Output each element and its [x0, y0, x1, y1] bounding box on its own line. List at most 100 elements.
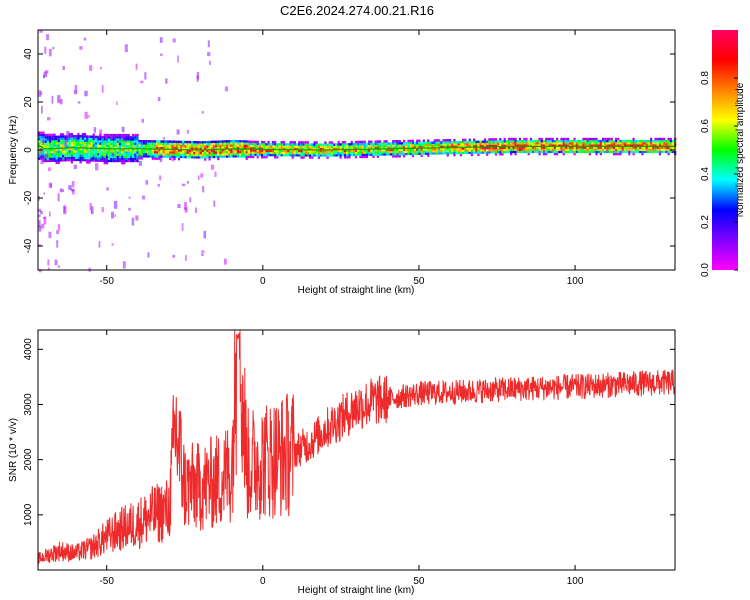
spectrogram-cell: [68, 150, 71, 153]
spectrogram-cell: [639, 146, 642, 149]
spectrogram-cell: [53, 144, 56, 147]
spectrogram-cell: [381, 144, 384, 147]
spectrogram-cell: [453, 154, 456, 157]
spectrogram-cell: [210, 140, 213, 144]
spectrogram-cell: [75, 134, 78, 138]
spectrogram-cell: [298, 149, 301, 153]
spectrogram-cell: [363, 155, 366, 159]
spectrogram-cell: [354, 142, 358, 146]
spectrogram-cell: [304, 152, 307, 155]
spectrogram-cell: [103, 146, 106, 150]
spectrogram-cell: [650, 142, 653, 145]
spectrogram-cell: [335, 147, 338, 150]
spectrogram-cell: [656, 144, 659, 147]
spectrogram-cell: [204, 158, 207, 161]
spectrogram-cell: [239, 142, 242, 145]
spectrogram-cell: [414, 144, 417, 147]
spectrogram-cell: [212, 149, 216, 152]
spectrogram-cell: [70, 156, 73, 160]
spectrogram-cell: [199, 151, 202, 155]
spectrogram-cell: [99, 133, 102, 136]
spectrogram-cell: [650, 148, 653, 151]
spectrogram-cell: [488, 140, 491, 143]
spectrogram-cell: [435, 147, 438, 151]
spectrogram-cell: [379, 151, 382, 154]
spectrogram-cell: [582, 137, 585, 141]
spectrogram-cell: [619, 148, 622, 151]
spectrogram-cell: [252, 145, 255, 148]
spectrogram-cell: [350, 151, 353, 155]
spectrogram-cell: [79, 141, 82, 144]
spectrogram-cell: [492, 146, 495, 150]
spectrogram-cell: [621, 144, 624, 147]
spectrogram-cell: [103, 161, 106, 165]
spectrogram-cell: [88, 161, 91, 164]
spectrogram-cell: [164, 151, 167, 154]
spectrogram-cell: [197, 147, 200, 150]
spectrogram-cell: [632, 146, 635, 149]
spectrogram-cell: [542, 148, 546, 151]
spectrogram-cell: [322, 145, 325, 149]
spectrogram-cell: [167, 146, 170, 150]
spectrogram-cell: [584, 137, 587, 141]
spectrogram-cell: [532, 150, 535, 154]
spectrogram-cell: [612, 152, 616, 156]
spectrogram-cell: [420, 154, 423, 157]
spectrogram-cell: [221, 153, 224, 156]
spectrogram-cell: [330, 143, 334, 146]
snr-x-tick-label: 50: [413, 576, 425, 587]
spectrogram-cell: [51, 159, 54, 162]
spectrogram-cell: [132, 144, 135, 148]
spectrogram-cell: [189, 197, 192, 203]
spectrogram-cell: [112, 144, 115, 148]
spectrogram-cell: [127, 155, 130, 158]
spectrogram-cell: [473, 149, 476, 152]
spectrogram-cell: [446, 145, 449, 148]
spectrogram-cell: [326, 152, 329, 155]
spectrogram-cell: [243, 144, 246, 147]
spectrogram-cell: [573, 137, 576, 141]
spectrogram-cell: [567, 137, 570, 141]
spectrogram-cell: [507, 148, 511, 151]
spectrogram-cell: [363, 144, 366, 148]
spectrogram-cell: [46, 138, 49, 141]
spectrogram-cell: [184, 149, 187, 152]
spectrogram-cell: [593, 142, 596, 145]
spectrogram-cell: [138, 146, 141, 149]
spectrogram-cell: [660, 146, 664, 149]
spectrogram-cell: [529, 150, 532, 154]
spectrogram-cell: [181, 223, 184, 231]
spectrogram-cell: [125, 144, 128, 148]
spectrogram-cell: [595, 144, 598, 147]
spectrogram-cell: [304, 147, 307, 151]
spectrogram-cell: [601, 139, 605, 143]
spectrogram-cell: [365, 151, 369, 154]
spectrogram-cell: [127, 151, 130, 154]
spectrogram-cell: [151, 155, 154, 158]
spectrogram-cell: [453, 149, 456, 153]
spectrogram-cell: [182, 147, 185, 150]
spectrogram-cell: [210, 149, 213, 152]
spectrogram-cell: [414, 150, 417, 153]
spectrogram-cell: [53, 142, 56, 145]
spectrogram-cell: [591, 144, 594, 147]
spectrogram-cell: [219, 149, 222, 152]
spectrogram-cell: [276, 151, 279, 155]
spectrogram-cell: [536, 139, 539, 143]
spectrogram-cell: [123, 149, 126, 152]
spectrogram-cell: [488, 138, 491, 141]
spectrogram-cell: [278, 147, 281, 150]
spectrogram-y-tick-label: 40: [23, 48, 34, 60]
spectrogram-cell: [278, 143, 281, 146]
spectrogram-cell: [103, 148, 106, 152]
spectrogram-cell: [280, 154, 283, 157]
spectrogram-cell: [121, 133, 124, 137]
spectrogram-cell: [534, 150, 537, 154]
spectrogram-cell: [359, 153, 362, 157]
spectrogram-cell: [503, 148, 506, 152]
spectrogram-cell: [352, 143, 355, 146]
spectrogram-cell: [405, 152, 408, 156]
spectrogram-cell: [125, 136, 128, 139]
spectrogram-cell: [285, 154, 288, 157]
spectrogram-cell: [212, 142, 216, 146]
